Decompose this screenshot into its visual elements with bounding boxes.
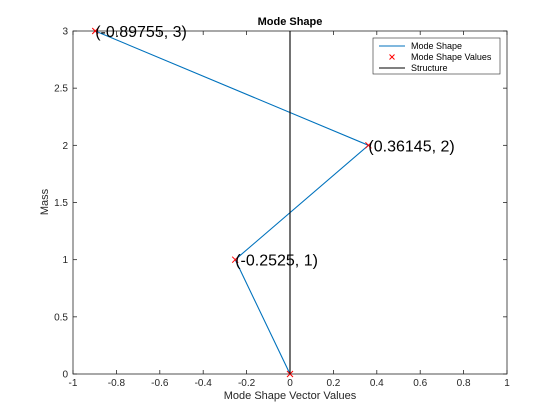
legend-entry: Mode Shape Values <box>411 52 492 62</box>
y-axis-label: Mass <box>39 188 51 215</box>
y-tick-label: 2.5 <box>54 84 68 95</box>
legend-entry: Structure <box>411 63 448 73</box>
y-tick-label: 0.5 <box>54 312 68 323</box>
y-tick-label: 1 <box>62 255 68 266</box>
x-tick-label: 0.2 <box>326 378 340 389</box>
point-annotation: (-0.2525, 1) <box>235 253 318 270</box>
marker-stroke <box>389 54 395 60</box>
legend-entry: Mode Shape <box>411 41 462 51</box>
x-tick-label: 0.6 <box>413 378 427 389</box>
data-point-marker <box>231 256 239 264</box>
x-tick-label: -0.8 <box>108 378 126 389</box>
x-tick-label: 1 <box>504 378 510 389</box>
x-tick-label: 0.8 <box>457 378 471 389</box>
point-annotation: (0.36145, 2) <box>368 138 454 155</box>
y-tick-label: 0 <box>62 370 68 381</box>
marker-stroke <box>91 27 99 35</box>
x-tick-label: 0 <box>287 378 293 389</box>
y-tick-label: 1.5 <box>54 198 68 209</box>
x-tick-label: -1 <box>69 378 78 389</box>
marker-stroke <box>365 141 372 149</box>
x-tick-label: 0.4 <box>370 378 384 389</box>
x-axis-label: Mode Shape Vector Values <box>224 390 357 402</box>
legend-swatch <box>389 54 395 60</box>
plot-area: -1 -0.8 -0.6 -0.4 -0.2 0 0.2 0.4 0.6 0.8 1 0 0.5 1 1.5… <box>54 24 510 389</box>
series-line-mode-shape <box>95 30 370 375</box>
data-point-marker <box>365 141 372 149</box>
data-point-marker <box>91 27 99 35</box>
x-tick-label: -0.6 <box>151 378 169 389</box>
chart-title: Mode Shape <box>258 16 323 28</box>
y-tick-label: 2 <box>62 141 68 152</box>
point-annotation: (-0.89755, 3) <box>95 24 187 41</box>
marker-stroke <box>231 256 239 264</box>
x-tick-label: -0.2 <box>238 378 256 389</box>
y-tick-label: 3 <box>62 27 68 38</box>
x-tick-label: -0.4 <box>195 378 213 389</box>
